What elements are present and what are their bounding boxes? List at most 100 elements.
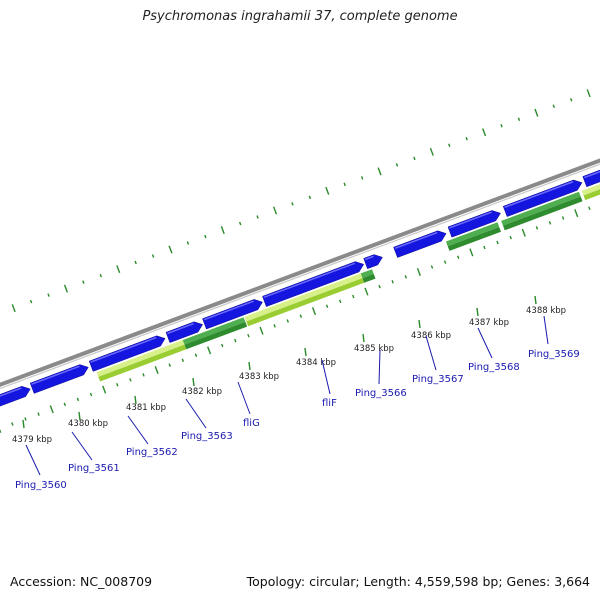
kbp-tick-label: 4386 kbp: [411, 331, 451, 341]
gc-dot: [11, 304, 16, 313]
gc-dot: [534, 108, 539, 117]
gc-dot: [448, 143, 451, 148]
gc-dot: [76, 397, 80, 402]
gc-dot: [521, 228, 526, 237]
gene-label-leader: [321, 359, 331, 395]
gene-arrow-shine: [31, 365, 80, 385]
gc-dot: [168, 363, 171, 367]
gene-label[interactable]: Ping_3560: [15, 480, 67, 491]
gene-arrow[interactable]: [0, 386, 31, 411]
gene-arrow[interactable]: [582, 168, 600, 188]
kbp-tick-label: 4379 kbp: [12, 435, 52, 445]
orf-band-lower: [98, 344, 187, 382]
gc-dot: [272, 206, 278, 215]
gc-dot: [574, 209, 579, 218]
gc-dot: [142, 373, 145, 377]
gc-dot: [429, 147, 434, 156]
orf-band-upper: [581, 183, 600, 196]
kbp-tick: [78, 411, 81, 421]
backbone-highlight: [0, 163, 600, 390]
kbp-tick-label: 4381 kbp: [126, 403, 166, 413]
gene-label[interactable]: Ping_3561: [68, 463, 120, 474]
gene-label-leader: [127, 415, 149, 445]
gc-dot: [496, 240, 499, 245]
gc-dot: [29, 299, 33, 304]
gene-arrow[interactable]: [88, 335, 166, 372]
outer-gc-track: [11, 89, 591, 313]
gene-arrow[interactable]: [502, 179, 583, 217]
genome-summary-text: Topology: circular; Length: 4,559,598 bp…: [246, 574, 590, 589]
gc-dot: [154, 366, 159, 375]
gene-label[interactable]: Ping_3567: [412, 374, 464, 385]
gene-arrow-shine: [90, 336, 157, 363]
gc-dot: [99, 273, 103, 278]
gene-arrow[interactable]: [29, 364, 89, 394]
gene-label[interactable]: Ping_3568: [468, 362, 520, 373]
kbp-tick: [304, 347, 307, 357]
gc-dot: [186, 241, 190, 245]
kbp-ruler: 4379 kbp 4380 kbp 4381 kbp 4382 kbp 4383 kbp…: [12, 295, 566, 445]
gc-dot: [391, 280, 394, 284]
orf-band-upper: [446, 222, 500, 247]
gene-label[interactable]: Ping_3563: [181, 431, 233, 442]
gene-arrow[interactable]: [447, 210, 501, 238]
orf-band-lower: [583, 189, 600, 201]
gc-dot: [89, 392, 93, 397]
orf-band-lower: [246, 278, 365, 327]
orf-band-lower: [503, 196, 583, 231]
gc-dot: [220, 343, 224, 348]
gc-dot: [548, 221, 552, 225]
gc-dot: [311, 307, 317, 316]
gc-dot: [325, 304, 329, 309]
gc-dot: [291, 202, 294, 206]
gc-dot: [259, 326, 264, 335]
gene-label-leader: [25, 444, 41, 476]
gc-dot: [102, 385, 107, 394]
gc-dot: [63, 284, 69, 293]
gene-track[interactable]: [0, 168, 600, 411]
gene-label-leader: [71, 431, 93, 461]
orf-band-upper: [501, 191, 581, 226]
gene-label[interactable]: fliG: [243, 418, 260, 429]
gene-label[interactable]: Ping_3566: [355, 388, 407, 399]
gene-label-leader: [543, 315, 549, 345]
orf-band-lower: [184, 321, 248, 350]
gene-label[interactable]: fliF: [322, 398, 337, 409]
kbp-tick: [362, 333, 365, 343]
gc-dot: [395, 163, 399, 167]
gene-label-leader: [425, 335, 437, 371]
gc-dot: [465, 137, 468, 141]
gc-dot: [238, 221, 242, 226]
gc-dot: [552, 104, 556, 108]
gene-arrow[interactable]: [202, 299, 263, 330]
gc-dot: [49, 405, 54, 414]
gc-dot: [377, 167, 382, 176]
gc-dot: [413, 156, 416, 161]
gene-label[interactable]: Ping_3562: [126, 447, 178, 458]
gene-arrow-shine: [203, 300, 254, 321]
gc-dot: [378, 284, 381, 289]
gc-dot: [181, 358, 185, 362]
orf-band-upper: [182, 317, 246, 345]
gc-dot: [116, 382, 119, 387]
gene-label[interactable]: Ping_3569: [528, 349, 580, 360]
gc-dot: [116, 265, 121, 274]
gene-arrow[interactable]: [393, 230, 447, 258]
gc-dot: [151, 254, 155, 258]
gc-dot: [517, 117, 521, 121]
gc-dot: [535, 226, 539, 230]
gene-arrow[interactable]: [165, 321, 203, 343]
orf-band-lower: [362, 273, 376, 283]
gc-dot: [194, 353, 198, 358]
kbp-tick: [22, 419, 25, 429]
gc-dot: [509, 235, 512, 240]
gc-dot: [299, 314, 303, 318]
gc-dot: [256, 215, 259, 219]
gc-dot: [482, 128, 487, 137]
gene-arrow[interactable]: [262, 261, 365, 307]
kbp-tick: [476, 307, 479, 317]
accession-text: Accession: NC_008709: [10, 574, 153, 589]
gene-label-leader: [185, 398, 207, 429]
